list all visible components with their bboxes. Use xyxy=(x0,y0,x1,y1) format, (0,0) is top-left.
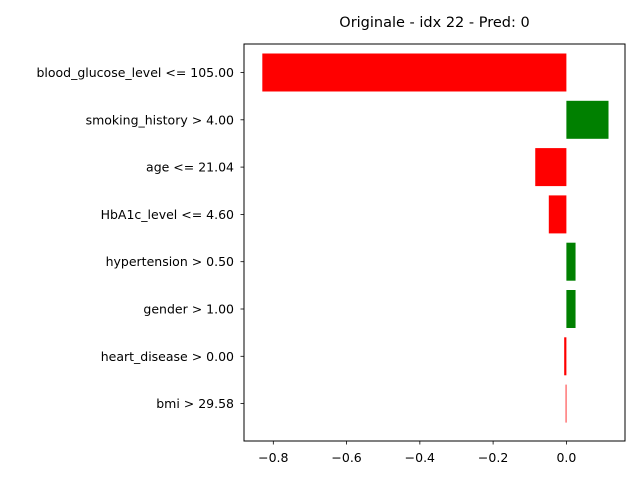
y-tick-label: hypertension > 0.50 xyxy=(106,254,234,269)
y-tick-label: gender > 1.00 xyxy=(143,302,234,317)
bar-2 xyxy=(535,148,567,187)
bar-5 xyxy=(566,290,576,328)
y-tick-label: age <= 21.04 xyxy=(146,160,234,175)
x-tick-label: −0.2 xyxy=(478,450,508,465)
y-tick-label: smoking_history > 4.00 xyxy=(86,112,234,127)
bar-7 xyxy=(565,384,567,423)
x-tick-label: −0.8 xyxy=(258,450,288,465)
bar-1 xyxy=(566,100,609,139)
y-tick-label: bmi > 29.58 xyxy=(156,396,234,411)
x-axis: −0.8 −0.6 −0.4 −0.2 0.0 xyxy=(258,441,576,465)
chart-title: Originale - idx 22 - Pred: 0 xyxy=(339,15,529,31)
y-tick-label: blood_glucose_level <= 105.00 xyxy=(36,65,234,80)
y-tick-labels: blood_glucose_level <= 105.00 smoking_his… xyxy=(36,65,244,411)
x-tick-label: 0.0 xyxy=(556,450,576,465)
x-tick-label: −0.4 xyxy=(405,450,435,465)
y-tick-label: HbA1c_level <= 4.60 xyxy=(101,207,234,222)
bar-0 xyxy=(262,53,567,92)
bar-4 xyxy=(566,242,576,281)
bar-6 xyxy=(564,337,567,376)
y-tick-label: heart_disease > 0.00 xyxy=(101,349,234,364)
x-tick-label: −0.6 xyxy=(331,450,361,465)
plot-frame xyxy=(243,43,626,442)
bars-group xyxy=(262,53,609,423)
bar-3 xyxy=(548,195,567,234)
